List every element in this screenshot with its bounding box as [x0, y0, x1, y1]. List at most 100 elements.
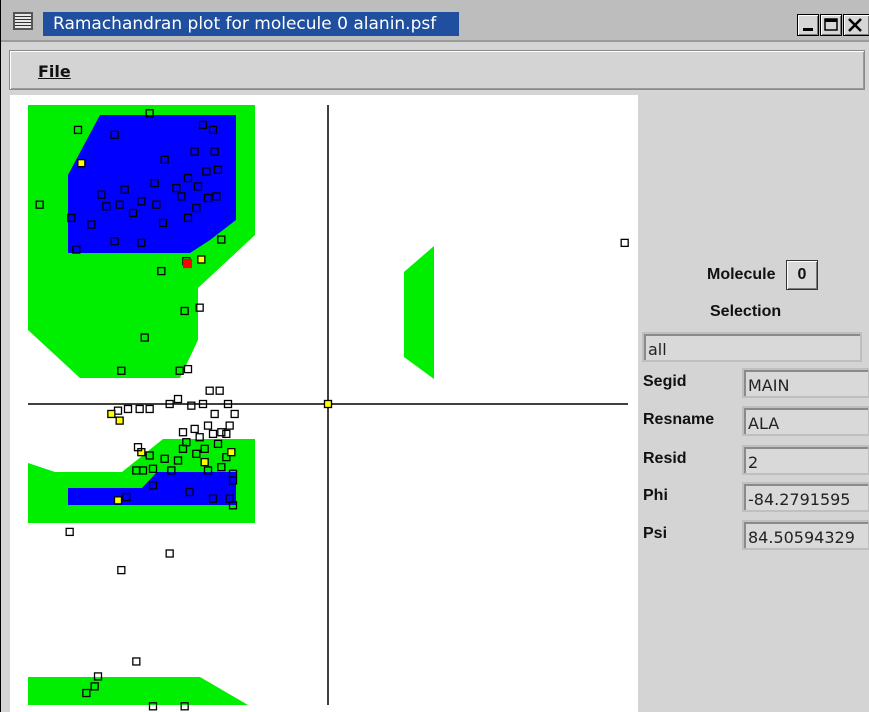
residue-point[interactable] — [225, 421, 234, 430]
residue-point[interactable] — [217, 235, 226, 244]
residue-point[interactable] — [180, 702, 189, 711]
residue-point[interactable] — [187, 401, 196, 410]
residue-point[interactable] — [198, 399, 208, 409]
residue-point[interactable] — [177, 192, 186, 201]
residue-point[interactable] — [65, 527, 74, 537]
residue-point[interactable] — [148, 702, 158, 711]
residue-point[interactable] — [77, 158, 86, 168]
close-button[interactable] — [843, 14, 869, 36]
residue-point[interactable] — [132, 466, 141, 475]
residue-point[interactable] — [195, 303, 204, 312]
residue-point[interactable] — [183, 173, 193, 183]
residue-point[interactable] — [117, 565, 126, 575]
residue-point[interactable] — [213, 439, 223, 449]
residue-point[interactable] — [87, 220, 96, 229]
residue-point[interactable] — [117, 366, 126, 375]
residue-point[interactable] — [175, 366, 184, 375]
residue-point[interactable] — [148, 481, 158, 490]
residue-point[interactable] — [227, 448, 236, 457]
residue-point[interactable] — [192, 449, 201, 458]
window-menu-icon[interactable] — [13, 12, 33, 30]
residue-point[interactable] — [197, 255, 206, 264]
residue-point[interactable] — [217, 462, 226, 472]
residue-point[interactable] — [223, 399, 233, 409]
residue-point[interactable] — [110, 130, 119, 140]
residue-point[interactable] — [160, 454, 169, 463]
title-bar[interactable]: Ramachandran plot for molecule 0 alanin.… — [1, 0, 869, 42]
residue-point[interactable] — [193, 182, 203, 191]
selected-residue-point[interactable] — [183, 259, 193, 269]
phi-field[interactable]: -84.2791595 — [742, 482, 869, 512]
residue-point[interactable] — [133, 443, 143, 452]
selection-input[interactable]: all — [642, 332, 862, 362]
residue-point[interactable] — [183, 213, 193, 223]
residue-point[interactable] — [195, 433, 204, 442]
residue-point[interactable] — [173, 456, 183, 465]
residue-point[interactable] — [178, 444, 188, 454]
residue-point[interactable] — [212, 192, 221, 201]
residue-point[interactable] — [185, 487, 194, 497]
residue-point[interactable] — [190, 424, 199, 434]
residue-point[interactable] — [120, 185, 129, 194]
residue-point[interactable] — [192, 203, 201, 213]
residue-point[interactable] — [145, 451, 154, 460]
residue-point[interactable] — [158, 218, 168, 228]
residue-point[interactable] — [110, 237, 119, 246]
residue-point[interactable] — [178, 428, 188, 437]
residue-point[interactable] — [113, 496, 123, 505]
residue-point[interactable] — [137, 238, 146, 248]
maximize-button[interactable] — [820, 14, 842, 36]
residue-point[interactable] — [165, 549, 174, 558]
residue-point[interactable] — [323, 399, 333, 409]
residue-point[interactable] — [205, 386, 214, 395]
residue-point[interactable] — [67, 213, 76, 223]
residue-point[interactable] — [107, 409, 116, 419]
residue-point[interactable] — [115, 416, 124, 425]
residue-point[interactable] — [203, 466, 213, 475]
residue-point[interactable] — [140, 333, 149, 342]
residue-point[interactable] — [102, 202, 111, 211]
residue-point[interactable] — [208, 125, 218, 135]
residue-point[interactable] — [208, 429, 218, 439]
residue-point[interactable] — [128, 208, 138, 218]
residue-point[interactable] — [132, 657, 141, 666]
residue-point[interactable] — [160, 155, 169, 164]
residue-point[interactable] — [198, 120, 208, 130]
residue-point[interactable] — [228, 476, 238, 485]
residue-point[interactable] — [222, 453, 231, 462]
residue-point[interactable] — [72, 245, 81, 254]
residue-point[interactable] — [208, 494, 218, 503]
residue-point[interactable] — [200, 457, 209, 467]
residue-point[interactable] — [230, 409, 239, 419]
residue-point[interactable] — [157, 266, 166, 276]
residue-point[interactable] — [123, 404, 133, 414]
residue-point[interactable] — [135, 404, 144, 414]
residue-point[interactable] — [150, 178, 159, 188]
minimize-button[interactable] — [797, 14, 819, 36]
molecule-button[interactable]: 0 — [786, 260, 818, 290]
residue-point[interactable] — [203, 421, 213, 430]
residue-point[interactable] — [215, 386, 224, 395]
residue-point[interactable] — [190, 147, 199, 156]
residue-point[interactable] — [183, 364, 193, 374]
file-menu[interactable]: File — [38, 62, 71, 81]
residue-point[interactable] — [213, 165, 223, 174]
ramachandran-plot[interactable] — [10, 95, 638, 712]
residue-point[interactable] — [35, 200, 44, 209]
residue-point[interactable] — [93, 672, 103, 681]
residue-point[interactable] — [222, 429, 231, 439]
residue-point[interactable] — [165, 399, 174, 409]
residue-point[interactable] — [172, 183, 181, 193]
residue-point[interactable] — [202, 167, 211, 176]
residue-point[interactable] — [137, 197, 146, 206]
residue-point[interactable] — [167, 466, 176, 475]
resid-field[interactable]: 2 — [742, 445, 869, 475]
residue-point[interactable] — [145, 109, 154, 118]
residue-point[interactable] — [122, 492, 131, 502]
residue-point[interactable] — [152, 200, 161, 209]
resname-field[interactable]: ALA — [742, 406, 869, 436]
residue-point[interactable] — [173, 394, 183, 404]
residue-point[interactable] — [620, 238, 629, 248]
residue-point[interactable] — [115, 200, 124, 209]
plot-points[interactable] — [35, 109, 629, 712]
